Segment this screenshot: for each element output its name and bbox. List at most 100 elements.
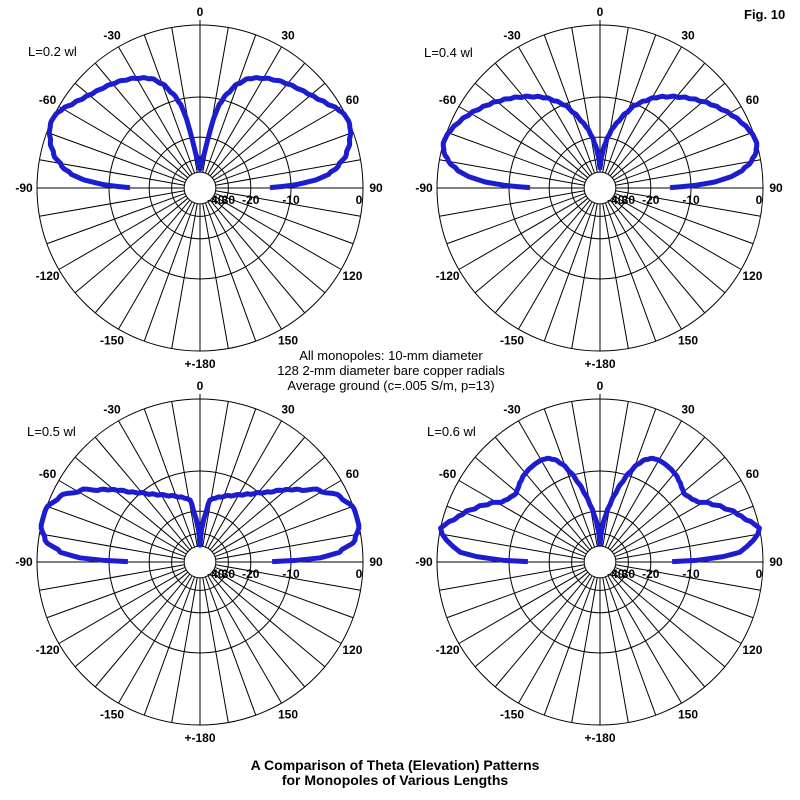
- angle-tick-label: 60: [746, 93, 760, 107]
- angle-spoke: [209, 199, 306, 314]
- pattern-trace: [438, 455, 762, 565]
- annotation-line-1: All monopoles: 10-mm diameter: [299, 348, 483, 363]
- polar-plot-bottom-left: 0306090120150+-180-150-120-90-60-30-4030…: [15, 379, 383, 745]
- angle-spoke: [609, 62, 706, 177]
- angle-spoke: [614, 566, 754, 619]
- angle-spoke: [39, 533, 185, 560]
- angle-spoke: [58, 106, 187, 181]
- angle-spoke: [543, 576, 596, 716]
- angle-spoke: [518, 575, 593, 704]
- angle-spoke: [74, 571, 189, 668]
- angle-spoke: [213, 195, 342, 270]
- angle-spoke: [39, 190, 185, 217]
- angle-tick-label: 30: [281, 29, 295, 43]
- annotation-line-3: Average ground (c=.005 S/m, p=13): [287, 378, 495, 393]
- angle-tick-label: 150: [678, 333, 698, 347]
- angle-tick-label: -90: [415, 181, 433, 195]
- angle-tick-label: -30: [503, 29, 521, 43]
- angle-tick-label: 30: [281, 403, 295, 417]
- db-scale-label: 0: [356, 193, 363, 207]
- angle-spoke: [474, 82, 589, 179]
- figure-title-line-2: for Monopoles of Various Lengths: [281, 772, 509, 788]
- angle-spoke: [446, 505, 586, 558]
- angle-spoke: [143, 34, 196, 174]
- angle-spoke: [446, 131, 586, 184]
- angle-tick-label: 90: [769, 181, 783, 195]
- angle-spoke: [439, 564, 585, 591]
- angle-spoke: [207, 420, 282, 549]
- polar-grid: [36, 20, 364, 352]
- angle-spoke: [143, 408, 196, 548]
- angle-spoke: [615, 190, 761, 217]
- angle-tick-label: -150: [100, 707, 124, 721]
- angle-spoke: [207, 201, 282, 330]
- angle-tick-label: -30: [103, 403, 121, 417]
- angle-spoke: [614, 192, 754, 245]
- angle-spoke: [213, 106, 342, 181]
- db-scale-label: -40: [207, 567, 225, 581]
- angle-spoke: [609, 199, 706, 314]
- angle-spoke: [604, 408, 657, 548]
- angle-spoke: [171, 203, 198, 349]
- angle-spoke: [211, 571, 326, 668]
- angle-tick-label: 60: [346, 467, 360, 481]
- db-scale-label: -10: [682, 193, 700, 207]
- angle-tick-labels: 0 30 60 90 120 150 +-180 -150 -120 -90 -60 -30: [415, 5, 783, 371]
- angle-tick-label: -150: [500, 707, 524, 721]
- angle-spoke: [571, 577, 598, 723]
- angle-spoke: [571, 203, 598, 349]
- db-scale-label: -20: [642, 567, 660, 581]
- angle-tick-label: 30: [681, 29, 695, 43]
- angle-spoke: [46, 192, 186, 245]
- angle-spoke: [46, 566, 186, 619]
- figure-number: Fig. 10: [744, 7, 786, 22]
- angle-spoke: [543, 34, 596, 174]
- pattern-trace: [46, 75, 354, 191]
- angle-tick-label: +-180: [184, 357, 215, 371]
- angle-spoke: [214, 131, 354, 184]
- plot-label-l06: L=0.6 wl: [427, 424, 476, 439]
- angle-spoke: [611, 197, 726, 294]
- db-scale-label: 0: [756, 193, 763, 207]
- angle-tick-label: -90: [415, 555, 433, 569]
- angle-spoke: [204, 576, 257, 716]
- angle-spoke: [118, 575, 193, 704]
- angle-spoke: [613, 195, 742, 270]
- angle-spoke: [604, 576, 657, 716]
- angle-tick-label: 120: [342, 269, 362, 283]
- angle-spoke: [74, 197, 189, 294]
- angle-tick-label: -150: [100, 333, 124, 347]
- angle-tick-label: -90: [15, 555, 33, 569]
- angle-tick-label: -60: [439, 467, 457, 481]
- polar-grid: [436, 394, 764, 726]
- angle-spoke: [474, 197, 589, 294]
- angle-spoke: [494, 573, 591, 688]
- angle-spoke: [215, 564, 361, 591]
- angle-spoke: [615, 564, 761, 591]
- angle-spoke: [74, 82, 189, 179]
- angle-spoke: [202, 401, 229, 547]
- angle-spoke: [615, 533, 761, 560]
- angle-tick-labels: 0 30 60 90 120 150 +-180 -150 -120 -90 -60 -30: [15, 379, 383, 745]
- angle-tick-label: +-180: [184, 731, 215, 745]
- angle-spoke: [458, 195, 587, 270]
- figure-title: A Comparison of Theta (Elevation) Patter…: [251, 758, 540, 788]
- angle-tick-label: -90: [15, 181, 33, 195]
- angle-spoke: [611, 82, 726, 179]
- angle-tick-label: 60: [746, 467, 760, 481]
- angle-spoke: [607, 201, 682, 330]
- angle-spoke: [446, 192, 586, 245]
- angle-tick-label: 30: [681, 403, 695, 417]
- db-scale-label: -10: [682, 567, 700, 581]
- angle-spoke: [143, 202, 196, 342]
- angle-spoke: [74, 456, 189, 553]
- angle-spoke: [46, 505, 186, 558]
- angle-spoke: [214, 505, 354, 558]
- angle-spoke: [614, 131, 754, 184]
- angle-tick-label: 0: [197, 379, 204, 393]
- angle-tick-label: -150: [500, 333, 524, 347]
- db-scale-label: 30: [622, 567, 636, 581]
